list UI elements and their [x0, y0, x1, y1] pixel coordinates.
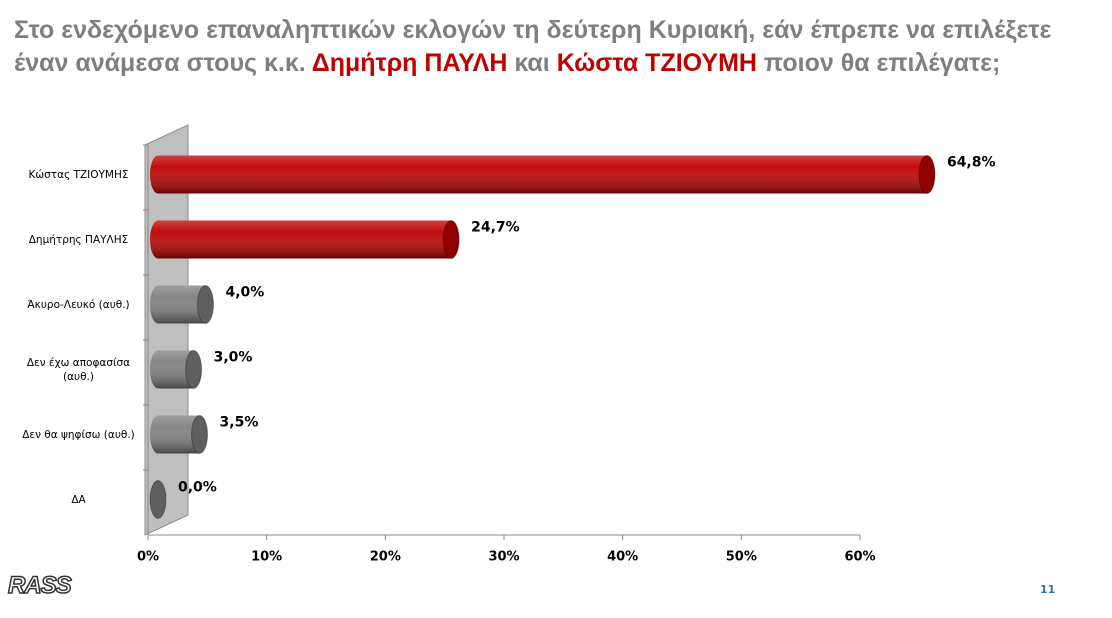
x-tick-label: 0% — [137, 550, 159, 565]
bar-part — [191, 415, 208, 454]
x-tick-label: 60% — [844, 550, 875, 565]
category-label: Δημήτρης ΠΑΥΛΗΣ — [28, 233, 129, 246]
x-tick-label: 10% — [251, 550, 282, 565]
title-part: Στο ενδεχόμενο επαναληπτικών εκλογών τη … — [14, 16, 1052, 77]
category-label: ΔΑ — [71, 493, 86, 506]
category-label: Δεν έχω αποφασίσα (αυθ.) — [26, 356, 131, 383]
title-part: και — [507, 49, 557, 77]
x-tick-label: 50% — [726, 550, 757, 565]
bar-part — [150, 285, 166, 324]
value-label: 4,0% — [225, 285, 264, 301]
bar-part — [443, 220, 460, 259]
category-label: Δεν θα ψηφίσω (αυθ.) — [22, 428, 135, 441]
category-label: Άκυρο-Λευκό (αυθ.) — [27, 298, 130, 311]
bar-part — [918, 155, 935, 194]
page-number: 11 — [1040, 583, 1056, 596]
bar-part — [150, 480, 166, 519]
bar-part — [158, 155, 927, 194]
bar-part — [185, 350, 203, 389]
bar-part — [150, 415, 166, 454]
title-part: Κώστα ΤΖΙΟΥΜΗ — [556, 49, 757, 77]
bar-part — [197, 285, 214, 324]
value-label: 24,7% — [471, 220, 520, 236]
bar — [150, 285, 214, 324]
x-tick-label: 40% — [607, 550, 638, 565]
bar-part — [150, 350, 166, 389]
bar-part — [150, 155, 166, 194]
bar-part — [150, 220, 166, 259]
bar-part — [191, 415, 209, 454]
x-tick-label: 30% — [488, 550, 519, 565]
value-label: 64,8% — [947, 155, 996, 171]
bar-part — [442, 220, 460, 259]
bar — [150, 155, 936, 194]
bar — [150, 350, 203, 389]
value-label: 3,0% — [214, 350, 253, 366]
x-tick-label: 20% — [370, 550, 401, 565]
bar-part — [185, 350, 202, 389]
bar-part — [158, 220, 452, 259]
title: Στο ενδεχόμενο επαναληπτικών εκλογών τη … — [14, 14, 1074, 80]
bar — [150, 415, 209, 454]
bar — [150, 220, 460, 259]
value-label: 0,0% — [178, 480, 217, 496]
bar-part — [149, 480, 167, 519]
bar — [149, 480, 167, 519]
bar-part — [196, 285, 214, 324]
logo: RASS — [7, 571, 72, 600]
title-part: Δημήτρη ΠΑΥΛΗ — [311, 49, 508, 77]
value-label: 3,5% — [220, 415, 259, 431]
title-part: ποιον θα επιλέγατε; — [756, 49, 1001, 77]
category-label: Κώστας ΤΖΙΟΥΜΗΣ — [28, 168, 129, 181]
bar-part — [918, 155, 936, 194]
